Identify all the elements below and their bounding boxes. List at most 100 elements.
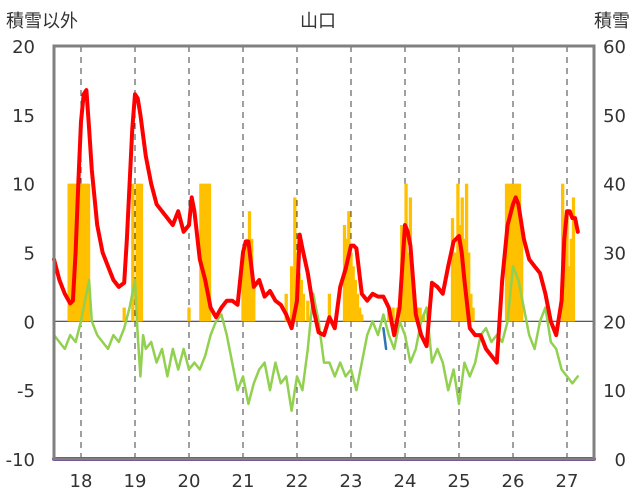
snow-bar	[406, 252, 410, 322]
snow-bar	[139, 183, 144, 322]
snow-bar	[515, 183, 519, 322]
snow-bar	[299, 280, 303, 322]
snow-bar	[306, 300, 310, 322]
x-tick-label: 22	[286, 471, 309, 492]
snow-bar	[203, 183, 207, 322]
snow-bar	[565, 211, 569, 322]
snow-bar	[519, 224, 524, 322]
snow-bar	[569, 238, 573, 322]
snow-bar	[78, 183, 82, 322]
snow-bar	[82, 183, 86, 322]
snow-bar	[347, 211, 351, 322]
snow-bar	[456, 183, 460, 322]
snow-bar	[513, 183, 517, 322]
snow-bar	[507, 183, 511, 322]
chart-title: 山口	[300, 11, 336, 32]
snow-bar	[252, 286, 256, 322]
snow-bar	[458, 224, 462, 322]
left-tick-label: -10	[6, 450, 35, 471]
snow-bar	[418, 307, 422, 322]
left-tick-label: 20	[12, 37, 35, 58]
snow-bar	[509, 183, 513, 322]
right-tick-label: 30	[603, 244, 626, 265]
grid	[54, 46, 594, 459]
right-tick-label: 40	[603, 175, 626, 196]
red-series-line	[52, 88, 580, 365]
snow-bar	[349, 252, 353, 322]
snow-bar	[243, 252, 247, 322]
snow-bar	[467, 252, 471, 322]
snow-bar	[410, 280, 415, 322]
right-tick-label: 0	[615, 450, 626, 471]
right-tick-label: 60	[603, 37, 626, 58]
x-tick-label: 20	[178, 471, 201, 492]
snow-bar	[511, 183, 515, 322]
blue-series-line	[382, 326, 388, 351]
x-tick-label: 19	[124, 471, 147, 492]
x-tick-label: 18	[70, 471, 93, 492]
snow-bar	[201, 183, 205, 322]
x-tick-label: 27	[556, 471, 579, 492]
x-tick-label: 26	[502, 471, 525, 492]
snow-bar	[471, 307, 475, 322]
green-series-line	[52, 265, 580, 413]
snow-bar	[137, 183, 141, 322]
snow-bar	[207, 183, 212, 322]
snow-bar	[301, 293, 306, 322]
left-tick-label: 5	[24, 244, 35, 265]
snow-bar	[469, 293, 473, 322]
snow-bar	[241, 266, 245, 322]
snow-bar	[404, 183, 408, 322]
snow-bar	[571, 197, 576, 322]
snow-bar	[402, 238, 406, 322]
left-tick-label: 10	[12, 175, 35, 196]
left-tick-label: 15	[12, 106, 35, 127]
snow-bar	[69, 183, 73, 322]
snow-bar	[80, 183, 84, 322]
snow-bar	[355, 293, 360, 322]
x-tick-label: 24	[394, 471, 417, 492]
right-tick-label: 10	[603, 381, 626, 402]
snow-bar	[289, 266, 294, 322]
right-tick-label: 20	[603, 312, 626, 333]
left-axis-title: 積雪以外	[6, 11, 78, 32]
snow-bar	[76, 183, 80, 322]
snow-bar	[86, 183, 91, 322]
snow-bar	[517, 183, 522, 322]
snow-bar	[327, 293, 332, 322]
snow-bar	[351, 266, 355, 322]
left-tick-label: 0	[24, 312, 35, 333]
snow-bar	[67, 183, 71, 322]
x-tick-label: 25	[448, 471, 471, 492]
snow-bar	[84, 183, 89, 322]
snow-bar	[563, 252, 567, 322]
x-tick-label: 21	[232, 471, 255, 492]
snow-bar	[353, 280, 357, 322]
snow-bar	[567, 266, 571, 322]
snow-bar	[391, 307, 395, 322]
snow-bar	[71, 183, 76, 322]
snow-bar	[297, 273, 301, 322]
snow-bar	[357, 307, 362, 322]
snow-bar	[284, 293, 288, 322]
snow-bar	[293, 197, 297, 322]
left-tick-label: -5	[17, 381, 35, 402]
snow-bar	[122, 307, 126, 322]
right-tick-label: 50	[603, 106, 626, 127]
x-tick-label: 23	[340, 471, 363, 492]
right-axis-title: 積雪	[594, 11, 630, 32]
snow-bar	[135, 183, 139, 322]
snow-bar	[450, 218, 455, 322]
snow-bar	[360, 314, 364, 322]
snow-bar	[464, 183, 469, 322]
snow-bar	[345, 238, 349, 322]
snow-bar	[187, 307, 191, 322]
snow-bar	[205, 183, 210, 322]
snow-bar	[245, 238, 249, 322]
snow-bar	[131, 183, 135, 322]
plot-frame	[52, 44, 596, 461]
snow-bar	[454, 252, 458, 322]
